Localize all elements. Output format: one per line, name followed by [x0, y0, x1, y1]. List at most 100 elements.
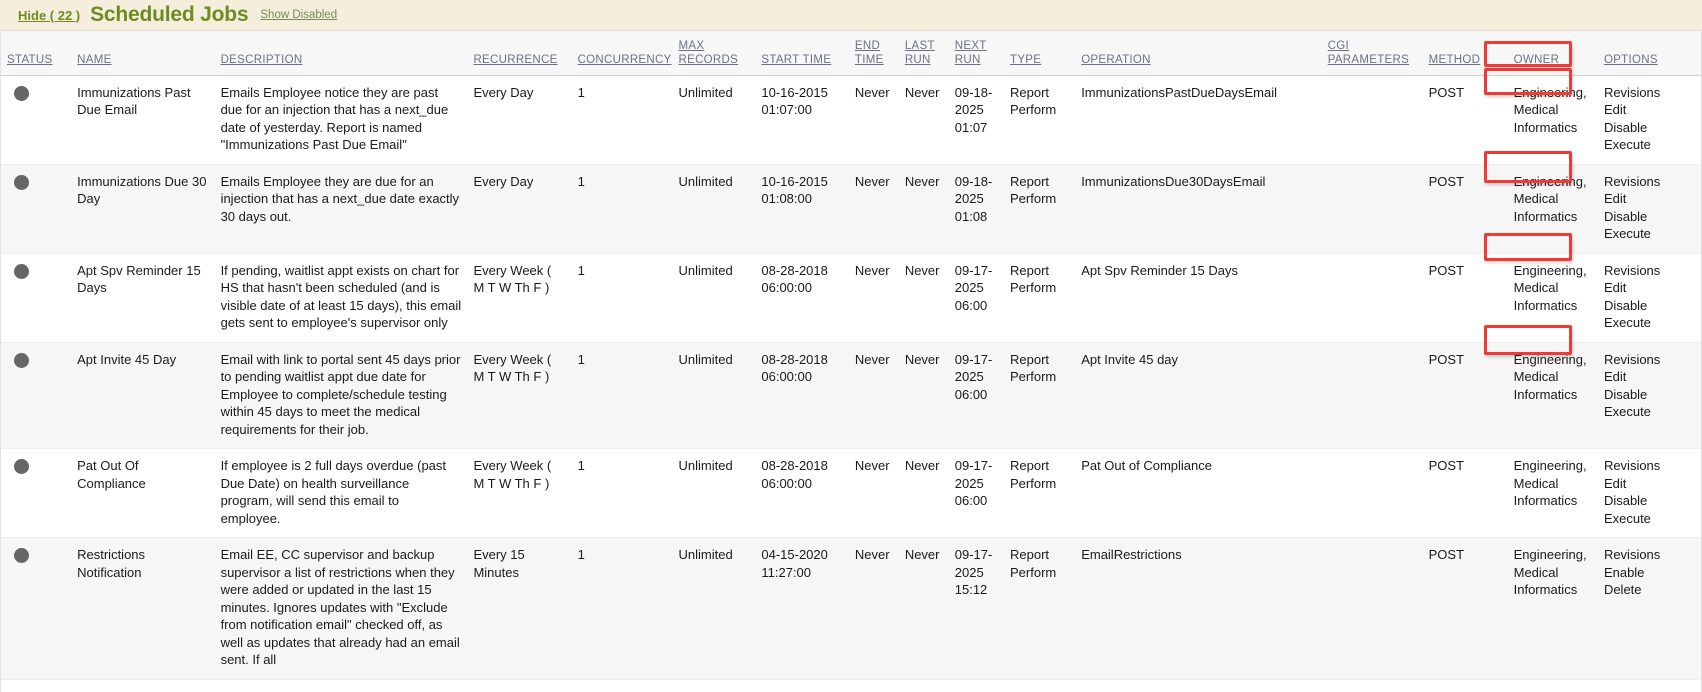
cell-cgi-parameters [1321, 537, 1423, 680]
column-header-label[interactable]: DESCRIPTION [220, 53, 303, 66]
cell-operation: Pat Out of Compliance [1075, 448, 1322, 538]
option-link-delete[interactable]: Delete [1603, 582, 1642, 597]
column-header-label[interactable]: LAST RUN [904, 39, 935, 66]
column-header-recurrence[interactable]: RECURRENCE [467, 31, 572, 76]
column-header-type[interactable]: TYPE [1004, 31, 1076, 76]
show-disabled-link[interactable]: Show Disabled [260, 9, 344, 21]
column-header-next-run[interactable]: NEXT RUN [948, 31, 1004, 76]
cell-method: POST [1422, 164, 1508, 254]
cell-last-run: Never [898, 448, 949, 538]
cell-max-records: Unlimited [672, 75, 756, 165]
column-header-end-time[interactable]: END TIME [848, 31, 899, 76]
cell-next-run: 09-17-2025 06:00 [948, 342, 1004, 449]
option-link-edit[interactable]: Edit [1603, 191, 1627, 206]
column-header-label[interactable]: OPTIONS [1603, 53, 1658, 66]
option-link-disable[interactable]: Disable [1603, 297, 1648, 313]
cell-method: POST [1422, 448, 1508, 538]
column-header-label[interactable]: CGI PARAMETERS [1327, 39, 1410, 66]
cell-options: Revisions Enable Delete [1597, 537, 1701, 680]
column-header-label[interactable]: OPERATION [1081, 53, 1151, 66]
option-link-revisions[interactable]: Revisions [1603, 351, 1661, 367]
column-header-label[interactable]: START TIME [761, 53, 832, 66]
option-link-revisions[interactable]: Revisions [1603, 173, 1661, 189]
option-link-execute[interactable]: Execute [1603, 510, 1651, 526]
cell-method: POST [1422, 537, 1508, 680]
option-link-execute[interactable]: Execute [1603, 226, 1651, 241]
cell-next-run: 09-17-2025 06:00 [948, 448, 1004, 538]
status-disabled-dot-icon [14, 459, 29, 474]
column-header-method[interactable]: METHOD [1422, 31, 1508, 76]
column-header-label[interactable]: NAME [77, 53, 112, 66]
cell-last-run: Never [898, 342, 949, 449]
option-link-disable[interactable]: Disable [1603, 386, 1648, 402]
cell-max-records: Unlimited [672, 448, 756, 538]
cell-description: Email EE, CC supervisor and backup super… [214, 537, 468, 680]
column-header-options[interactable]: OPTIONS [1597, 31, 1701, 76]
table-row: Immunizations Past Due Email Emails Emplo… [1, 75, 1701, 165]
option-link-revisions[interactable]: Revisions [1603, 262, 1661, 278]
option-link-disable[interactable]: Disable [1603, 493, 1648, 508]
page-title: Scheduled Jobs [90, 3, 253, 27]
cell-next-run: 09-18-2025 01:08 [948, 164, 1004, 254]
cell-concurrency: 1 [571, 448, 673, 538]
column-header-label[interactable]: END TIME [854, 39, 884, 66]
column-header-description[interactable]: DESCRIPTION [214, 31, 468, 76]
column-header-cgi-parameters[interactable]: CGI PARAMETERS [1321, 31, 1423, 76]
cell-operation: Apt Invite 45 day [1075, 342, 1322, 449]
column-header-owner[interactable]: OWNER [1507, 31, 1598, 76]
cell-operation: Apt Spv Reminder 15 Days [1075, 253, 1322, 343]
cell-end-time: Never [848, 342, 899, 449]
cell-description: Emails Employee notice they are past due… [214, 75, 468, 165]
option-link-edit[interactable]: Edit [1603, 369, 1627, 384]
cell-description: If pending, waitlist appt exists on char… [214, 253, 468, 343]
column-header-label[interactable]: METHOD [1428, 53, 1481, 66]
cell-method: POST [1422, 75, 1508, 165]
option-link-revisions[interactable]: Revisions [1603, 84, 1661, 100]
cell-owner: Engineering, Medical Informatics [1507, 448, 1598, 538]
option-link-edit[interactable]: Edit [1603, 280, 1627, 295]
cell-cgi-parameters [1321, 75, 1423, 165]
cell-cgi-parameters [1321, 448, 1423, 538]
status-disabled-dot-icon [14, 548, 29, 563]
option-link-revisions[interactable]: Revisions [1603, 458, 1661, 473]
column-header-name[interactable]: NAME [71, 31, 215, 76]
column-header-label[interactable]: CONCURRENCY [577, 53, 672, 66]
column-header-max-records[interactable]: MAX RECORDS [672, 31, 756, 76]
column-header-label[interactable]: TYPE [1010, 53, 1042, 66]
option-link-revisions[interactable]: Revisions [1603, 547, 1661, 562]
cell-type: Report Perform [1004, 537, 1076, 680]
cell-start-time: 08-28-2018 06:00:00 [755, 448, 849, 538]
option-link-enable[interactable]: Enable [1603, 564, 1645, 580]
scheduled-jobs-table: STATUS NAME DESCRIPTION RECURRENCE CONCU… [1, 31, 1701, 680]
option-link-disable[interactable]: Disable [1603, 208, 1648, 224]
cell-owner: Engineering, Medical Informatics [1507, 342, 1598, 449]
option-link-disable[interactable]: Disable [1603, 119, 1648, 135]
option-link-execute[interactable]: Execute [1603, 404, 1651, 419]
status-disabled-dot-icon [14, 263, 29, 279]
option-link-edit[interactable]: Edit [1603, 102, 1627, 117]
cell-max-records: Unlimited [672, 537, 756, 680]
column-header-last-run[interactable]: LAST RUN [898, 31, 949, 76]
table-header: STATUS NAME DESCRIPTION RECURRENCE CONCU… [1, 31, 1701, 76]
cell-recurrence: Every Day [467, 75, 572, 165]
column-header-operation[interactable]: OPERATION [1075, 31, 1322, 76]
column-header-label[interactable]: NEXT RUN [954, 39, 987, 66]
option-link-edit[interactable]: Edit [1603, 475, 1627, 491]
hide-toggle-link[interactable]: Hide ( 22 ) [18, 7, 83, 23]
column-header-label[interactable]: MAX RECORDS [678, 39, 739, 66]
cell-last-run: Never [898, 164, 949, 254]
cell-end-time: Never [848, 253, 899, 343]
column-header-label[interactable]: OWNER [1513, 53, 1560, 66]
column-header-label[interactable]: RECURRENCE [473, 53, 558, 66]
cell-status [1, 75, 72, 165]
column-header-concurrency[interactable]: CONCURRENCY [571, 31, 673, 76]
cell-last-run: Never [898, 537, 949, 680]
option-link-execute[interactable]: Execute [1603, 137, 1651, 152]
cell-owner: Engineering, Medical Informatics [1507, 75, 1598, 165]
column-header-status[interactable]: STATUS [1, 31, 72, 76]
cell-name: Restrictions Notification [71, 537, 215, 680]
column-header-start-time[interactable]: START TIME [755, 31, 849, 76]
option-link-execute[interactable]: Execute [1603, 315, 1651, 330]
column-header-label[interactable]: STATUS [7, 53, 53, 66]
cell-name: Apt Spv Reminder 15 Days [71, 253, 215, 343]
